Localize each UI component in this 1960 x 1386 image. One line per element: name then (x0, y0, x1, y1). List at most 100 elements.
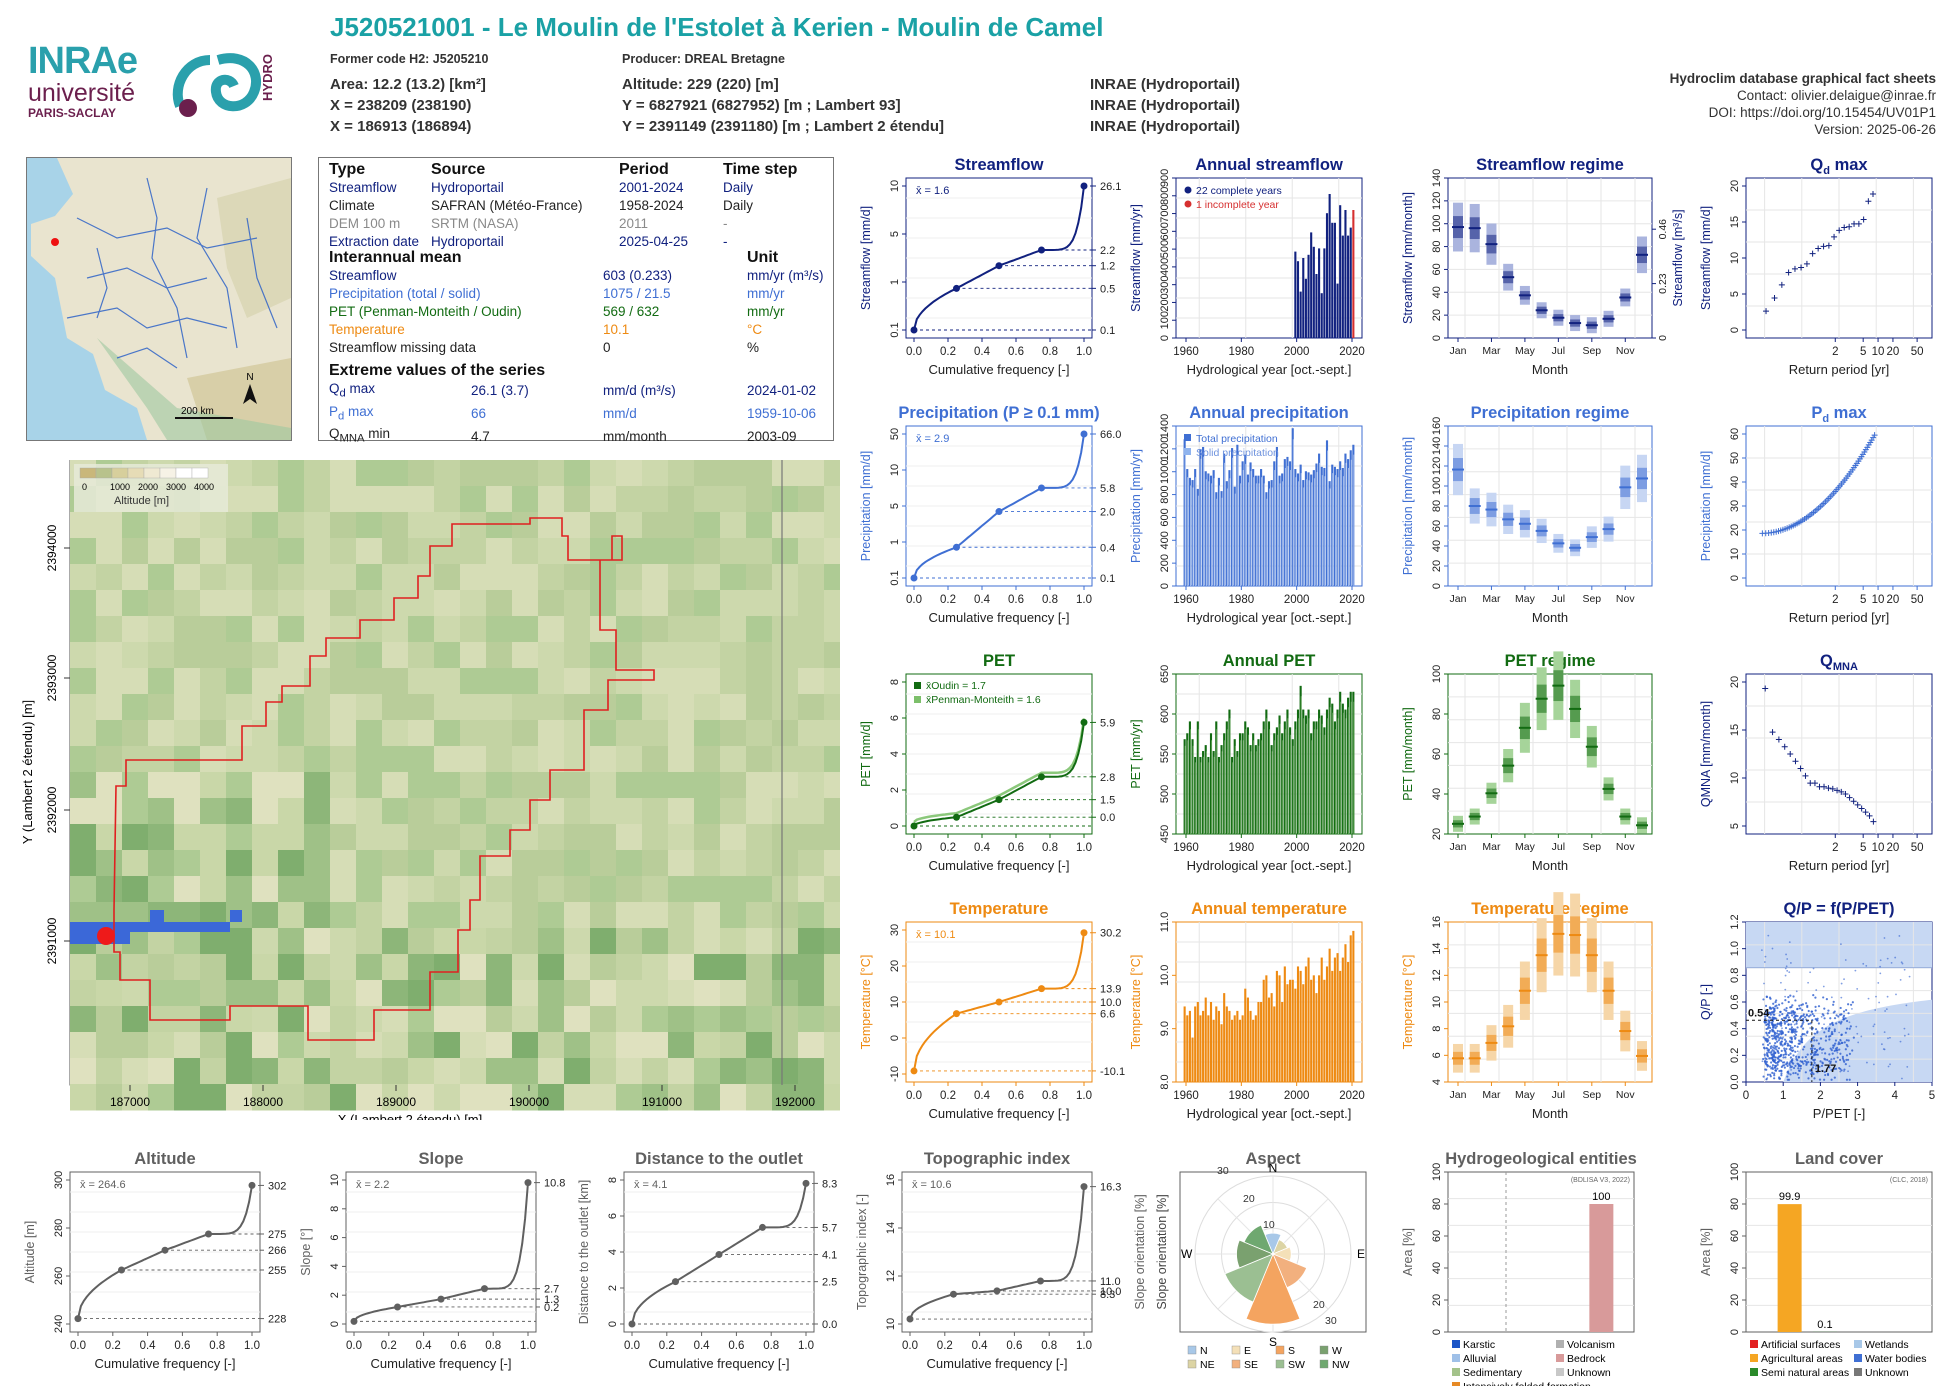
qp-point-sparse (1838, 1031, 1841, 1034)
bar (1336, 283, 1339, 338)
legend-swatch (1750, 1368, 1758, 1376)
right-tick-label: 275 (268, 1229, 286, 1241)
qp-point (1765, 1060, 1768, 1063)
qp-point (1781, 1031, 1784, 1034)
chart-title: Qd max (1810, 156, 1868, 177)
cell: Precipitation (total / solid) (329, 286, 481, 301)
x-tick-label: 0.0 (70, 1340, 86, 1352)
quantile-point (995, 796, 1003, 804)
qp-point (1822, 996, 1825, 999)
legend-label: x̄Oudin = 1.7 (926, 680, 986, 692)
qp-point (1793, 1044, 1797, 1048)
bar (1291, 979, 1294, 1082)
bar-secondary (1350, 459, 1352, 586)
bar (1188, 1010, 1191, 1082)
qp-point (1847, 1039, 1850, 1042)
qp-point-sparse (1790, 1060, 1793, 1063)
qp-point (1801, 1003, 1805, 1006)
bar-secondary (1300, 473, 1302, 586)
qp-point (1789, 994, 1792, 997)
qp-point (1790, 1037, 1793, 1040)
qp-point-sparse (1905, 1004, 1908, 1007)
legend-label: x̄Penman-Monteith = 1.6 (926, 694, 1041, 706)
dem-cell (746, 512, 773, 539)
qp-point (1792, 1066, 1796, 1070)
sheet-title: Hydroclim database graphical fact sheets (1669, 71, 1936, 86)
dem-cell (642, 460, 669, 487)
ring-label: 20 (1243, 1193, 1255, 1205)
qp-point (1789, 1006, 1792, 1009)
x-axis-label: Month (1532, 362, 1568, 377)
qp-point (1806, 1053, 1809, 1056)
y-axis-label: QMNA [mm/month] (1699, 701, 1713, 807)
qp-point (1795, 1058, 1798, 1061)
y-tick-label: 0.6 (1729, 994, 1741, 1009)
dem-cell (382, 564, 409, 591)
x-tick-label: 1960 (1173, 1090, 1199, 1102)
compass-label: E (1357, 1247, 1365, 1261)
bar (1325, 213, 1329, 338)
quantile-point (1080, 718, 1088, 726)
qp-point (1811, 1012, 1814, 1016)
bar-secondary (1284, 729, 1286, 834)
qp-point (1772, 1002, 1775, 1005)
bar-secondary (1200, 762, 1202, 834)
bar-secondary (1340, 701, 1342, 834)
x-tick-label: 1.0 (1076, 842, 1092, 854)
qp-point (1785, 1009, 1788, 1012)
altitude-meta: Altitude: 229 (220) [m] (622, 76, 779, 93)
right-tick-label: 10.8 (544, 1178, 565, 1190)
quantile-point (205, 1230, 212, 1238)
right-tick-label: 8.3 (822, 1178, 837, 1190)
y-tick-label: 12 (1431, 969, 1443, 981)
col-step: Time step (723, 161, 798, 178)
cell: max (345, 381, 376, 396)
right-tick-label: 10.0 (1100, 997, 1121, 1009)
qp-point (1833, 1028, 1836, 1031)
bar-secondary (1292, 439, 1294, 586)
bar-secondary (1242, 740, 1244, 834)
qp-point-sparse (1761, 1060, 1764, 1063)
chart-precipitation: Precipitation (P ≥ 0.1 mm) Cumulative fre… (859, 404, 1121, 625)
ring-label: 30 (1217, 1165, 1229, 1177)
qp-point-sparse (1791, 1057, 1794, 1060)
cell: 66 (471, 406, 487, 422)
legend-swatch (1231, 1345, 1241, 1355)
qp-point (1817, 1022, 1820, 1025)
bar-secondary (1229, 478, 1231, 586)
qp-point (1838, 1021, 1841, 1024)
dem-cell (304, 512, 331, 539)
qp-point (1780, 1029, 1783, 1032)
bar (1349, 935, 1352, 1082)
bar (1241, 1015, 1244, 1082)
quantile-point (993, 1287, 1001, 1295)
qp-point (1773, 1077, 1776, 1080)
legend-marker (1184, 448, 1191, 455)
x-axis-label: Return period [yr] (1789, 858, 1889, 873)
dem-cell (278, 486, 305, 513)
qp-point (1840, 1033, 1843, 1037)
qp-point (1824, 1052, 1827, 1055)
qp-point-sparse (1862, 962, 1865, 965)
y-tick-label: 0.1 (889, 322, 901, 337)
source-x93: INRAE (Hydroportail) (1090, 97, 1240, 114)
chart-pet: PET Cumulative frequency [-] PET [mm/d] 5.9… (859, 652, 1115, 873)
bar-secondary (1340, 470, 1342, 586)
qp-point (1807, 1009, 1810, 1013)
bar-secondary (1284, 467, 1286, 586)
quantile-point (906, 1315, 914, 1323)
legend-swatch (1556, 1354, 1564, 1362)
x-tick-label: 10 (1872, 594, 1885, 606)
legend-swatch (1452, 1354, 1460, 1362)
bar (1283, 966, 1286, 1082)
dem-cell (694, 460, 721, 487)
bar (1302, 258, 1305, 338)
qp-point (1796, 1073, 1799, 1076)
dem-cell (252, 486, 279, 513)
qp-point (1833, 1017, 1837, 1020)
x-tick-label: 2000 (1284, 1090, 1310, 1102)
chart-title: Land cover (1795, 1150, 1884, 1168)
bar-secondary (1234, 745, 1236, 834)
dem-cell (330, 564, 357, 591)
qp-point (1816, 1019, 1819, 1022)
